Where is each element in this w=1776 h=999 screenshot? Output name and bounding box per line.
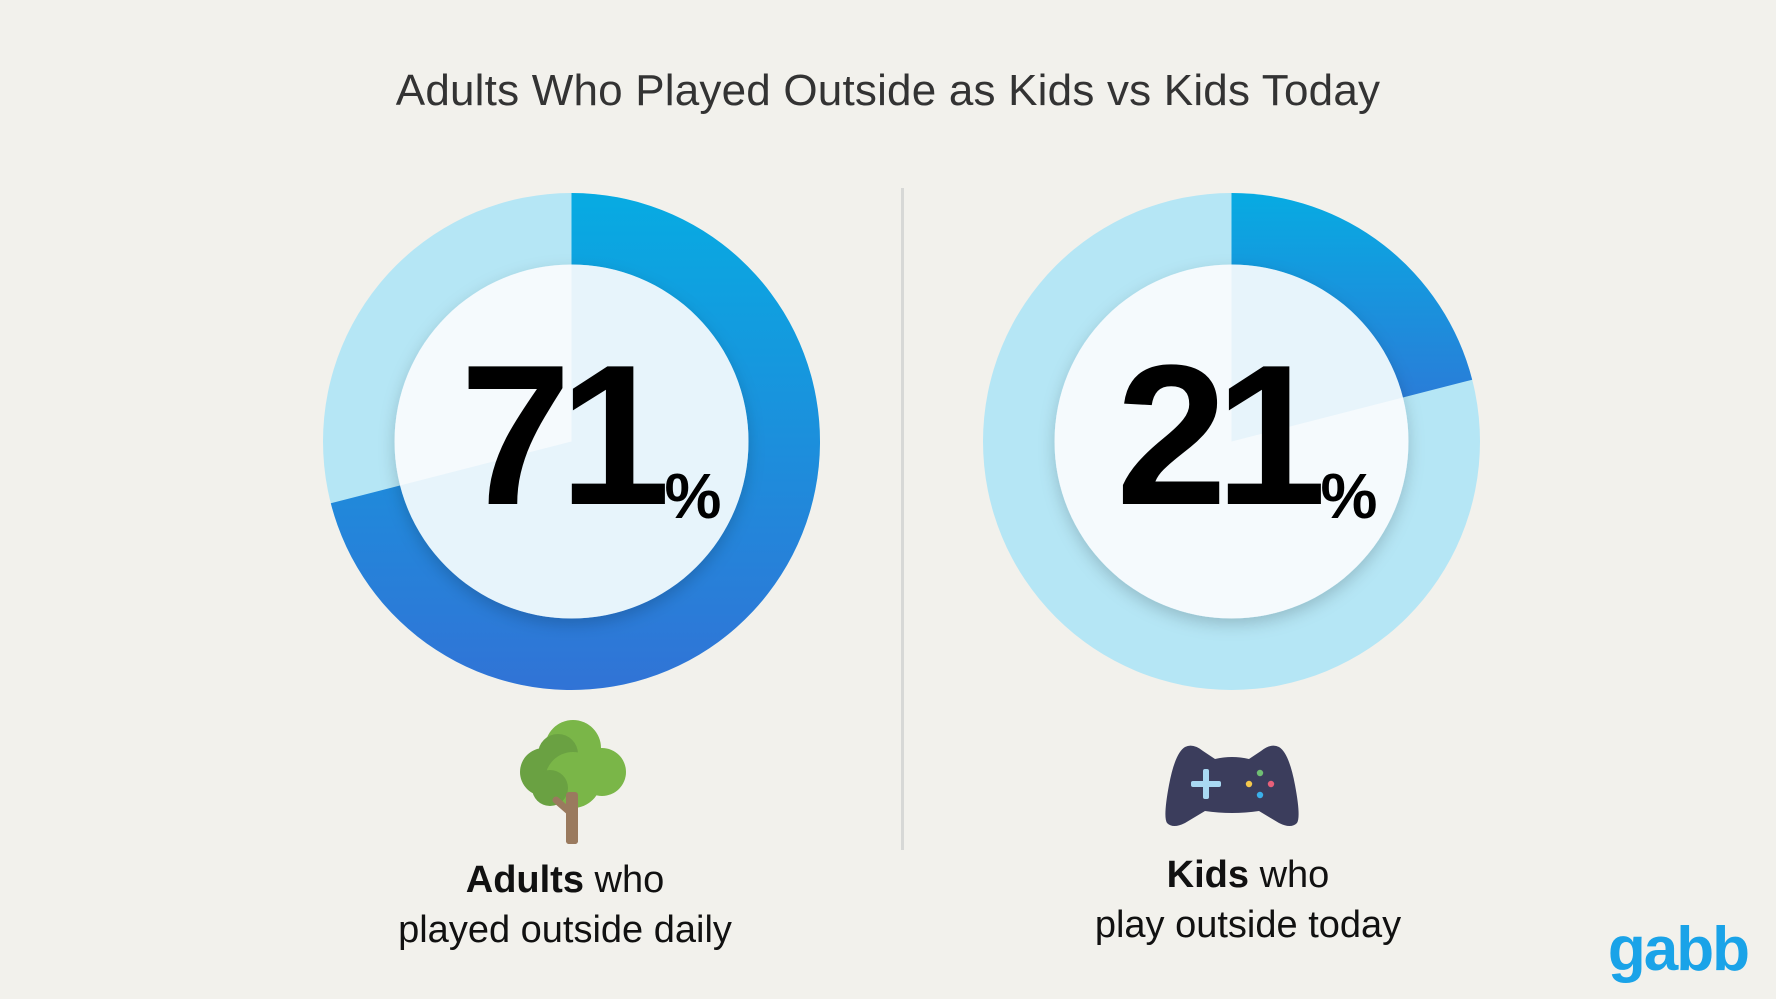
caption-bold: Kids bbox=[1166, 854, 1250, 896]
divider bbox=[901, 188, 904, 850]
chart-title: Adults Who Played Outside as Kids vs Kid… bbox=[395, 66, 1381, 115]
value-number: 71 bbox=[460, 324, 670, 547]
caption-line-1: Kids who bbox=[988, 850, 1508, 900]
caption-bold: Adults bbox=[465, 859, 584, 901]
donut-inner-tint bbox=[1231, 264, 1403, 442]
value-unit: % bbox=[664, 460, 722, 532]
caption-line-2: played outside daily bbox=[398, 909, 732, 951]
caption-line-2: play outside today bbox=[1094, 904, 1402, 946]
value-adults: 71 % bbox=[460, 336, 721, 536]
value-unit: % bbox=[1320, 460, 1378, 532]
caption-kids: Kids who play outside today bbox=[988, 850, 1508, 950]
donut-chart-kids bbox=[983, 193, 1480, 690]
game-controller-icon bbox=[1165, 745, 1299, 826]
value-number: 21 bbox=[1116, 324, 1326, 547]
caption-rest: who bbox=[594, 859, 665, 901]
value-kids: 21 % bbox=[1116, 336, 1377, 536]
caption-line-1: Adults who bbox=[305, 855, 825, 905]
caption-rest: who bbox=[1259, 854, 1330, 896]
tree-icon bbox=[520, 720, 626, 844]
donut-inner-tint bbox=[400, 264, 749, 619]
donut-chart-adults bbox=[323, 193, 820, 690]
caption-adults: Adults who played outside daily bbox=[305, 855, 825, 955]
gabb-logo: gabb bbox=[1607, 915, 1750, 984]
